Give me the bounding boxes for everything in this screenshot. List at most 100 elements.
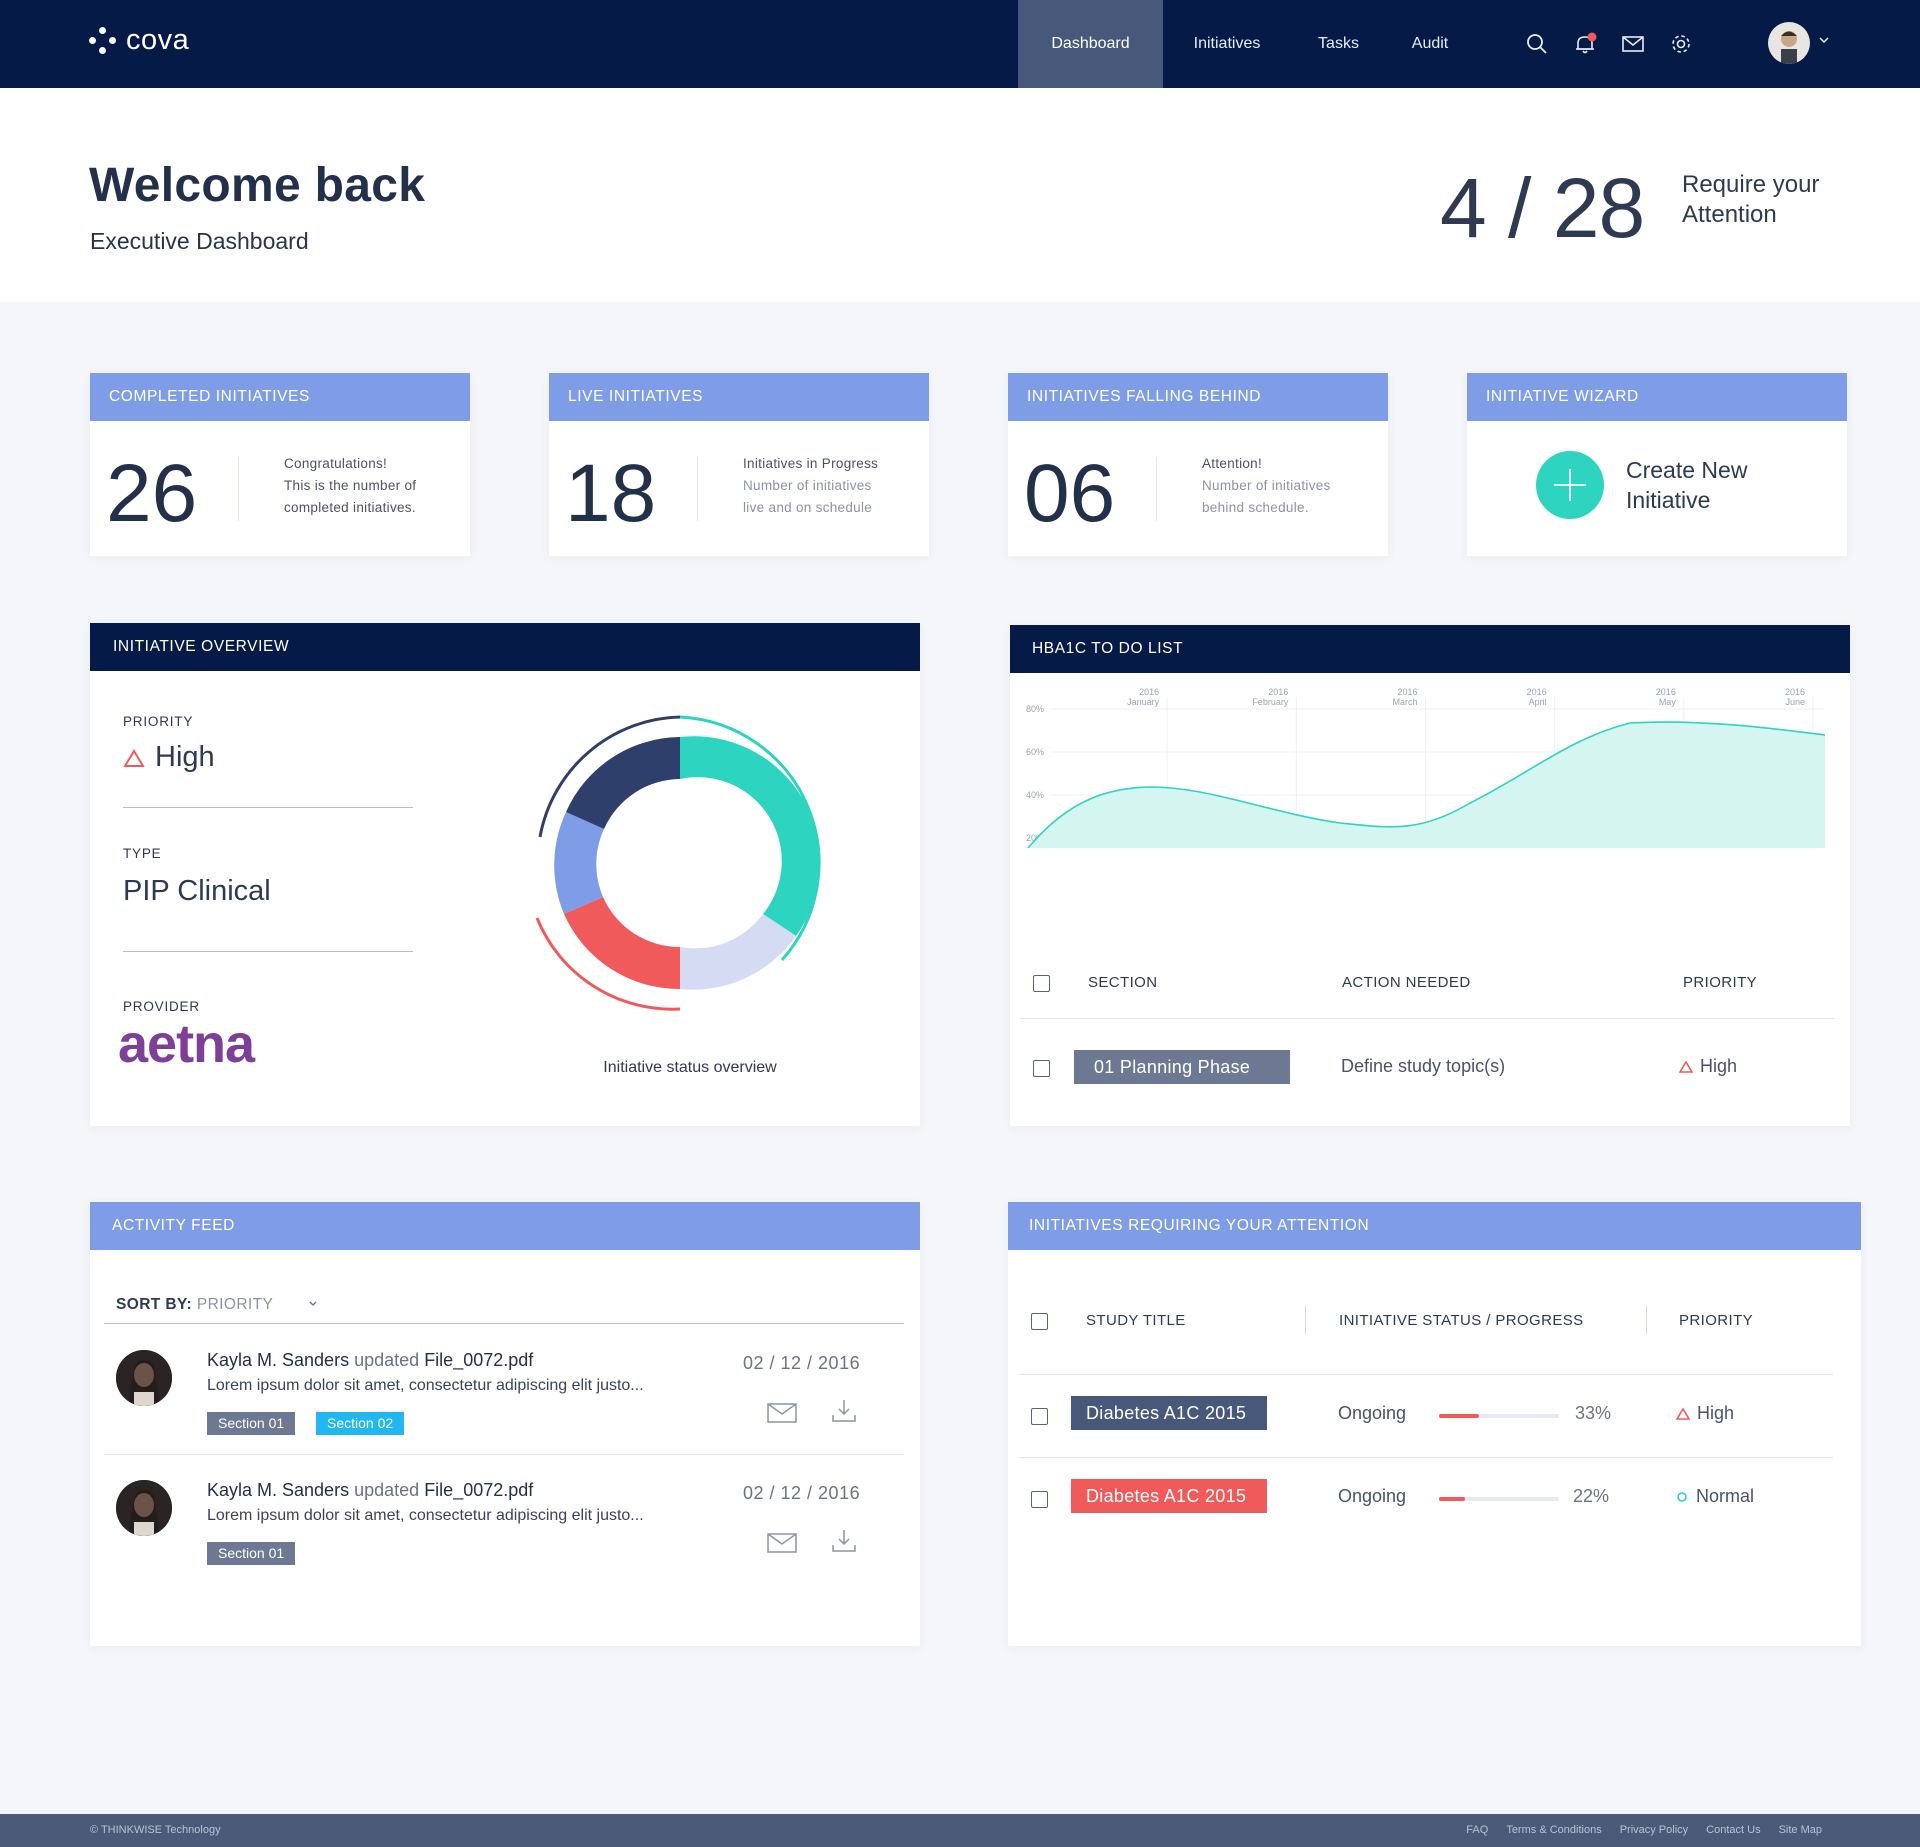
progress-bar	[1439, 1497, 1559, 1501]
nav-tasks[interactable]: Tasks	[1318, 35, 1359, 52]
create-initiative-button[interactable]	[1536, 451, 1604, 519]
activity-user[interactable]: Kayla M. Sanders	[207, 1350, 350, 1370]
brand-logo[interactable]: cova	[88, 24, 189, 57]
card-header: INITIATIVES REQUIRING YOUR ATTENTION	[1008, 1202, 1861, 1250]
stat-line: This is the number of	[284, 478, 417, 493]
circle-normal-icon	[1677, 1491, 1687, 1502]
x-tick-year: 2016	[1268, 687, 1288, 697]
x-tick-year: 2016	[1785, 687, 1805, 697]
footer-link-faq[interactable]: FAQ	[1466, 1824, 1489, 1836]
row-checkbox[interactable]	[1031, 1491, 1048, 1508]
type-label: TYPE	[123, 846, 162, 861]
chevron-down-icon	[309, 1301, 317, 1306]
section-tag[interactable]: Section 01	[207, 1412, 296, 1435]
nav-initiatives[interactable]: Initiatives	[1193, 35, 1261, 52]
stat-line: behind schedule.	[1202, 500, 1309, 515]
footer-link-sitemap[interactable]: Site Map	[1778, 1824, 1822, 1836]
activity-text: Lorem ipsum dolor sit amet, consectetur …	[207, 1377, 644, 1394]
donut-caption: Initiative status overview	[603, 1059, 777, 1076]
x-tick-year: 2016	[1139, 687, 1159, 697]
sort-value: PRIORITY	[196, 1296, 273, 1313]
footer-links: FAQ Terms & Conditions Privacy Policy Co…	[1466, 1824, 1822, 1836]
section-tag[interactable]: Section 01	[207, 1542, 296, 1565]
segment-navy	[566, 737, 680, 829]
card-header: INITIATIVE OVERVIEW	[90, 623, 920, 671]
stat-line: Attention!	[1202, 456, 1263, 471]
segment-blue	[554, 812, 604, 914]
nav-dashboard[interactable]: Dashboard	[1018, 0, 1163, 88]
activity-file[interactable]: File_0072.pdf	[424, 1480, 534, 1500]
create-initiative-label[interactable]: Create New Initiative	[1626, 455, 1747, 515]
section-tag[interactable]: Section 02	[316, 1412, 405, 1435]
divider	[123, 807, 413, 808]
page-subtitle: Executive Dashboard	[90, 228, 309, 254]
status-donut-chart	[535, 715, 821, 1011]
search-icon[interactable]	[1524, 31, 1550, 57]
stat-description: Attention! Number of initiatives behind …	[1202, 453, 1331, 519]
footer: © THINKWISE Technology FAQ Terms & Condi…	[0, 1814, 1920, 1847]
gear-icon[interactable]	[1668, 31, 1694, 57]
row-checkbox[interactable]	[1033, 1060, 1050, 1077]
x-tick-year: 2016	[1656, 687, 1676, 697]
download-icon[interactable]	[831, 1398, 857, 1424]
stat-line: Number of initiatives	[1202, 478, 1331, 493]
progress-label: 33%	[1575, 1403, 1612, 1423]
activity-verb: updated	[354, 1480, 420, 1500]
triangle-alert-icon	[123, 748, 145, 767]
chevron-down-icon[interactable]	[1818, 34, 1830, 46]
study-title-pill[interactable]: Diabetes A1C 2015	[1071, 1396, 1267, 1430]
card-header: HBA1C TO DO LIST	[1010, 625, 1850, 673]
activity-user[interactable]: Kayla M. Sanders	[207, 1480, 350, 1500]
mail-icon[interactable]	[767, 1402, 799, 1424]
x-tick-year: 2016	[1527, 687, 1547, 697]
x-tick-month: April	[1529, 697, 1547, 707]
card-header: INITIATIVE WIZARD	[1467, 373, 1847, 421]
select-all-checkbox[interactable]	[1031, 1313, 1048, 1330]
activity-verb: updated	[354, 1350, 420, 1370]
todo-list-card: HBA1C TO DO LIST 80% 60% 40% 20% 2016 January…	[1010, 625, 1850, 1126]
attention-card: INITIATIVES REQUIRING YOUR ATTENTION STU…	[1008, 1202, 1861, 1646]
activity-file[interactable]: File_0072.pdf	[424, 1350, 534, 1370]
mail-icon[interactable]	[1620, 31, 1646, 57]
activity-date: 02 / 12 / 2016	[743, 1483, 861, 1503]
footer-link-privacy[interactable]: Privacy Policy	[1619, 1824, 1689, 1836]
divider	[104, 1454, 904, 1455]
stat-value: 26	[106, 448, 198, 539]
bell-icon[interactable]	[1572, 31, 1598, 57]
priority-label: PRIORITY	[123, 714, 194, 729]
divider	[697, 457, 698, 521]
triangle-alert-icon	[1679, 1060, 1693, 1073]
activity-title: Kayla M. Sanders updated File_0072.pdf	[207, 1350, 533, 1371]
progress-fill	[1439, 1497, 1466, 1501]
section-pill[interactable]: 01 Planning Phase	[1074, 1050, 1290, 1084]
study-title-pill[interactable]: Diabetes A1C 2015	[1071, 1479, 1267, 1513]
footer-link-contact[interactable]: Contact Us	[1706, 1824, 1761, 1836]
card-header: LIVE INITIATIVES	[549, 373, 929, 421]
segment-teal	[680, 736, 820, 936]
col-section: SECTION	[1088, 974, 1158, 991]
mail-icon[interactable]	[767, 1532, 799, 1554]
nav-audit[interactable]: Audit	[1411, 35, 1449, 52]
hero-section: Welcome back Executive Dashboard 4 / 28 …	[0, 88, 1920, 302]
hba1c-area-chart: 80%60%40%20%2016January2016February2016M…	[1026, 687, 1826, 849]
stat-line: completed initiatives.	[284, 500, 416, 515]
sort-dropdown[interactable]: SORT BY: PRIORITY	[116, 1296, 318, 1314]
divider	[1018, 1374, 1833, 1375]
segment-light	[680, 914, 796, 990]
download-icon[interactable]	[831, 1528, 857, 1554]
priority-cell: High	[1679, 1056, 1737, 1077]
row-checkbox[interactable]	[1031, 1408, 1048, 1425]
select-all-checkbox[interactable]	[1033, 975, 1050, 992]
attention-text: Require your Attention	[1682, 171, 1820, 228]
priority-value: High	[123, 741, 215, 774]
type-value: PIP Clinical	[123, 875, 271, 907]
stat-card-completed: COMPLETED INITIATIVES 26 Congratulations…	[90, 373, 470, 556]
initiative-wizard-card[interactable]: INITIATIVE WIZARD Create New Initiative	[1467, 373, 1847, 556]
stat-line: Initiatives in Progress	[743, 456, 879, 471]
sort-label: SORT BY:	[116, 1296, 193, 1313]
user-avatar[interactable]	[1768, 22, 1810, 64]
divider	[123, 951, 413, 952]
notification-dot	[1587, 32, 1597, 42]
footer-link-terms[interactable]: Terms & Conditions	[1506, 1824, 1602, 1836]
col-priority: PRIORITY	[1679, 1312, 1754, 1329]
